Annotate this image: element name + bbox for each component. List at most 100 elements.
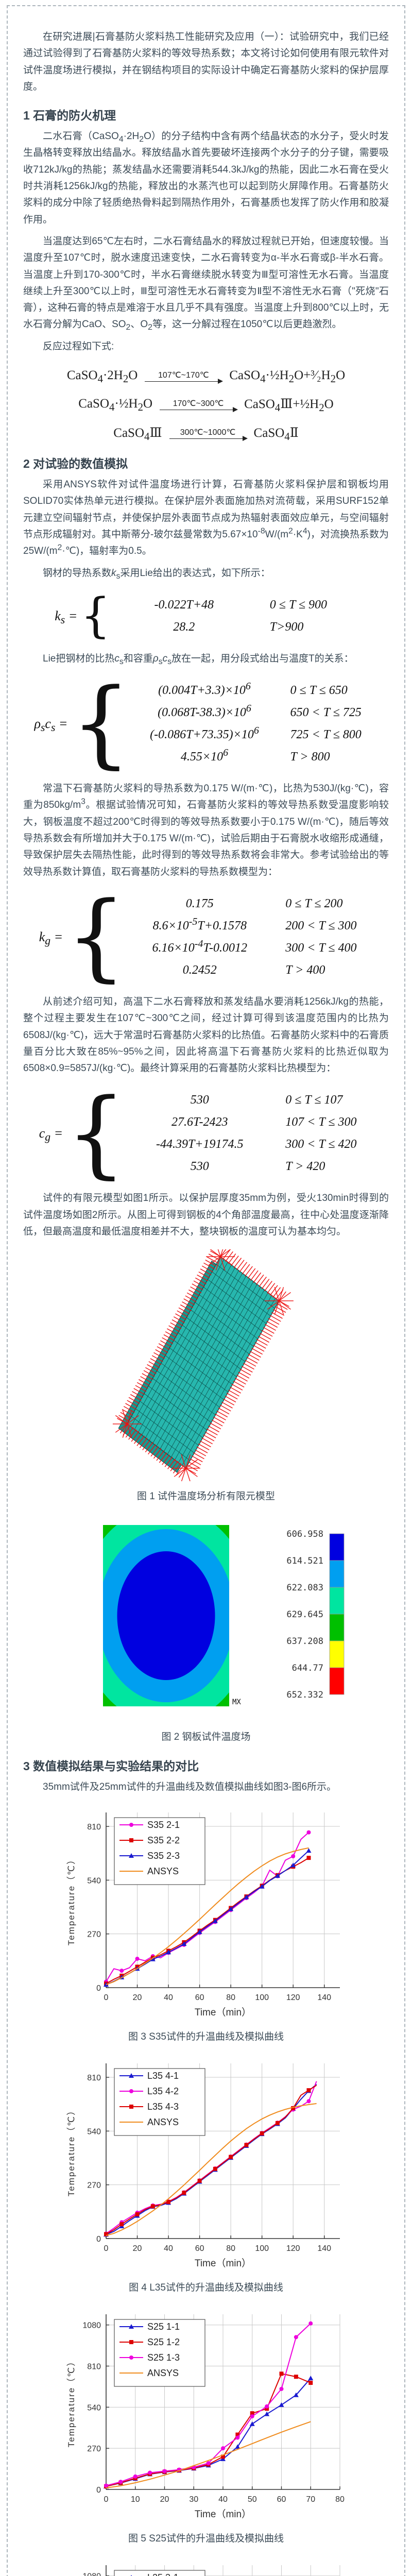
paragraph: 常温下石膏基防火浆料的导热系数为0.175 W/(m·℃)，比热为530J/(k… [23,783,389,877]
svg-text:637.208: 637.208 [286,1636,323,1647]
paragraph: 采用ANSYS软件对试件温度场进行计算，石膏基防火浆料保护层和钢板均用SOLID… [23,479,389,557]
paragraph: 二水石膏（CaSO4·2H2O）的分子结构中含有两个结晶状态的水分子，受火时发生… [23,131,389,225]
formula-rhocs: ρscs ={(0.004T+3.3)×106 0 ≤ T ≤ 650 (0.068… [23,668,389,779]
svg-text:S35 2-1: S35 2-1 [147,1820,180,1830]
section-3-heading: 3 数值模拟结果与实验结果的对比 [23,1759,199,1773]
svg-text:0: 0 [104,2244,109,2253]
product: CaSO4·½H2O+³⁄₂H2O [229,368,346,385]
svg-text:Temperature（℃）: Temperature（℃） [66,1854,76,1945]
reaction-arrow: 300℃~1000℃ [169,427,248,441]
svg-text:80: 80 [226,2244,235,2253]
paragraph: 从前述介绍可知，高温下二水石膏释放和蒸发结晶水要消耗1256kJ/kg的热能，整… [23,996,389,1074]
brace-icon: { [80,588,111,643]
brace-icon: { [66,882,127,992]
paragraph: 试件的有限元模型如图1所示。以保护层厚度35mm为例，受火130min时得到的试… [23,1193,389,1237]
svg-text:606.958: 606.958 [286,1529,323,1539]
svg-text:810: 810 [87,1823,101,1832]
svg-text:20: 20 [160,2495,169,2504]
reaction-condition: 107℃~170℃ [158,370,209,380]
svg-text:614.521: 614.521 [286,1556,323,1566]
figure-5-caption: 图 5 S25试件的升温曲线及模拟曲线 [128,2533,284,2544]
svg-text:540: 540 [87,1876,101,1885]
brace-icon: { [71,668,131,779]
svg-text:40: 40 [164,2244,173,2253]
section-1-heading: 1 石膏的防火机理 [23,109,116,123]
formula-lhs: kg = [39,929,63,947]
svg-text:10: 10 [131,2495,140,2504]
temperature-contour-image: MX 606.958 614.521 622.083 629.645 637.208 644… [103,1525,345,1707]
reaction-arrow: 107℃~170℃ [145,370,224,384]
paragraph: 钢材的导热系数ks采用Lie给出的表达式，如下所示： [43,567,270,581]
reaction-equation-2: CaSO4·½H2O 170℃~300℃ CaSO4Ⅲ+½H2O [78,396,334,414]
svg-text:0: 0 [96,2235,101,2244]
svg-text:Time（min）: Time（min） [195,2007,251,2018]
svg-text:810: 810 [87,2362,101,2371]
fem-model-image [112,1249,294,1482]
s35-temperature-chart: 0 20 40 60 80 100 120 140 0 270 540 810 Time（min） Tem… [66,1812,340,2018]
svg-text:120: 120 [286,2244,300,2253]
svg-text:0: 0 [96,1984,101,1993]
figure-3-caption: 图 3 S35试件的升温曲线及模拟曲线 [128,2031,284,2042]
svg-text:540: 540 [87,2403,101,2412]
l25-temperature-chart: 0102030405060708002705408101080Time（min）… [82,2565,340,2576]
svg-text:S35 2-2: S35 2-2 [147,1835,180,1845]
svg-text:40: 40 [164,1993,173,2002]
svg-text:S25 1-1: S25 1-1 [147,2321,180,2332]
svg-text:100: 100 [255,2244,269,2253]
svg-text:140: 140 [317,1993,331,2002]
reaction-condition: 300℃~1000℃ [180,428,236,437]
brace-icon: { [66,1078,127,1189]
product: CaSO4Ⅲ+½H2O [244,397,334,414]
dashed-border-frame: 在研究进展|石膏基防火浆料热工性能研究及应用（一）：试验研究中，我们已经通过试验… [7,5,405,2576]
paragraph: Lie把钢材的比热cs和容重ρscs放在一起，用分段式给出与温度T的关系： [43,653,354,666]
article-page: 在研究进展|石膏基防火浆料热工性能研究及应用（一）：试验研究中，我们已经通过试验… [0,5,412,2576]
formula-lhs: ρscs = [34,716,68,734]
svg-text:140: 140 [317,2244,331,2253]
figure-1-caption: 图 1 试件温度场分析有限元模型 [136,1491,276,1502]
svg-text:0: 0 [104,2495,109,2504]
svg-text:ANSYS: ANSYS [147,2368,179,2378]
svg-text:L35 4-1: L35 4-1 [147,2071,179,2081]
svg-text:Temperature（℃）: Temperature（℃） [66,2356,76,2447]
formula-kg: kg ={0.175 0 ≤ T ≤ 200 8.6×10-5T+0.1578 200… [23,882,389,992]
reaction-equation-3: CaSO4Ⅲ 300℃~1000℃ CaSO4Ⅱ [113,425,298,442]
paragraph: 35mm试件及25mm试件的升温曲线及数值模拟曲线如图3-图6所示。 [43,1782,337,1793]
svg-text:30: 30 [189,2495,198,2504]
reaction-equation-1: CaSO4·2H2O 107℃~170℃ CaSO4·½H2O+³⁄₂H2O [66,368,346,385]
intro-paragraph: 在研究进展|石膏基防火浆料热工性能研究及应用（一）：试验研究中，我们已经通过试验… [23,31,389,92]
svg-text:70: 70 [306,2495,315,2504]
svg-text:20: 20 [133,1993,142,2002]
svg-text:0: 0 [104,1993,109,2002]
svg-text:0: 0 [96,2486,101,2495]
svg-text:S35 2-3: S35 2-3 [147,1851,180,1861]
figure-4-caption: 图 4 L35试件的升温曲线及模拟曲线 [129,2282,283,2293]
paragraph: 反应过程如下式: [43,341,114,352]
section-2-heading: 2 对试验的数值模拟 [23,457,128,471]
figure-3-chart: 0 20 40 60 80 100 120 140 0 270 540 810 Time（min） Tem… [23,1805,389,2022]
arrow-shaft-icon [145,378,224,384]
paragraph: 当温度达到65℃左右时，二水石膏结晶水的释放过程就已开始，但速度较慢。当温度升至… [23,235,389,332]
svg-text:270: 270 [87,2181,101,2190]
figure-5-chart: 0 10 20 30 40 50 60 70 80 0 270 540 810 1080 Time（min）… [23,2307,389,2523]
svg-text:60: 60 [195,1993,204,2002]
reactant: CaSO4·½H2O [78,397,153,414]
svg-text:540: 540 [87,2127,101,2136]
svg-text:L35 4-2: L35 4-2 [147,2086,179,2096]
svg-text:50: 50 [248,2495,257,2504]
formula-cases: 0.175 0 ≤ T ≤ 200 8.6×10-5T+0.1578 200 < T … [152,896,357,977]
figure-2-temperature-contour: MX 606.958 614.521 622.083 629.645 637.208 644… [23,1516,389,1722]
reaction-arrow: 170℃~300℃ [160,398,238,412]
svg-text:20: 20 [133,2244,142,2253]
svg-text:810: 810 [87,2074,101,2082]
svg-text:644.77: 644.77 [292,1663,323,1673]
svg-text:1080: 1080 [82,2572,101,2576]
l35-temperature-chart: 0 20 40 60 80 100 120 140 0 270 540 810 Time（min） Tem… [66,2063,340,2269]
reactant: CaSO4·2H2O [66,368,138,385]
svg-text:60: 60 [277,2495,286,2504]
svg-text:629.645: 629.645 [286,1609,323,1620]
svg-text:120: 120 [286,1993,300,2002]
svg-text:L35 4-3: L35 4-3 [147,2102,179,2112]
svg-text:Time（min）: Time（min） [195,2509,251,2520]
formula-lhs: cg = [39,1126,63,1144]
s25-temperature-chart: 0 10 20 30 40 50 60 70 80 0 270 540 810 1080 Time（min）… [66,2314,345,2520]
